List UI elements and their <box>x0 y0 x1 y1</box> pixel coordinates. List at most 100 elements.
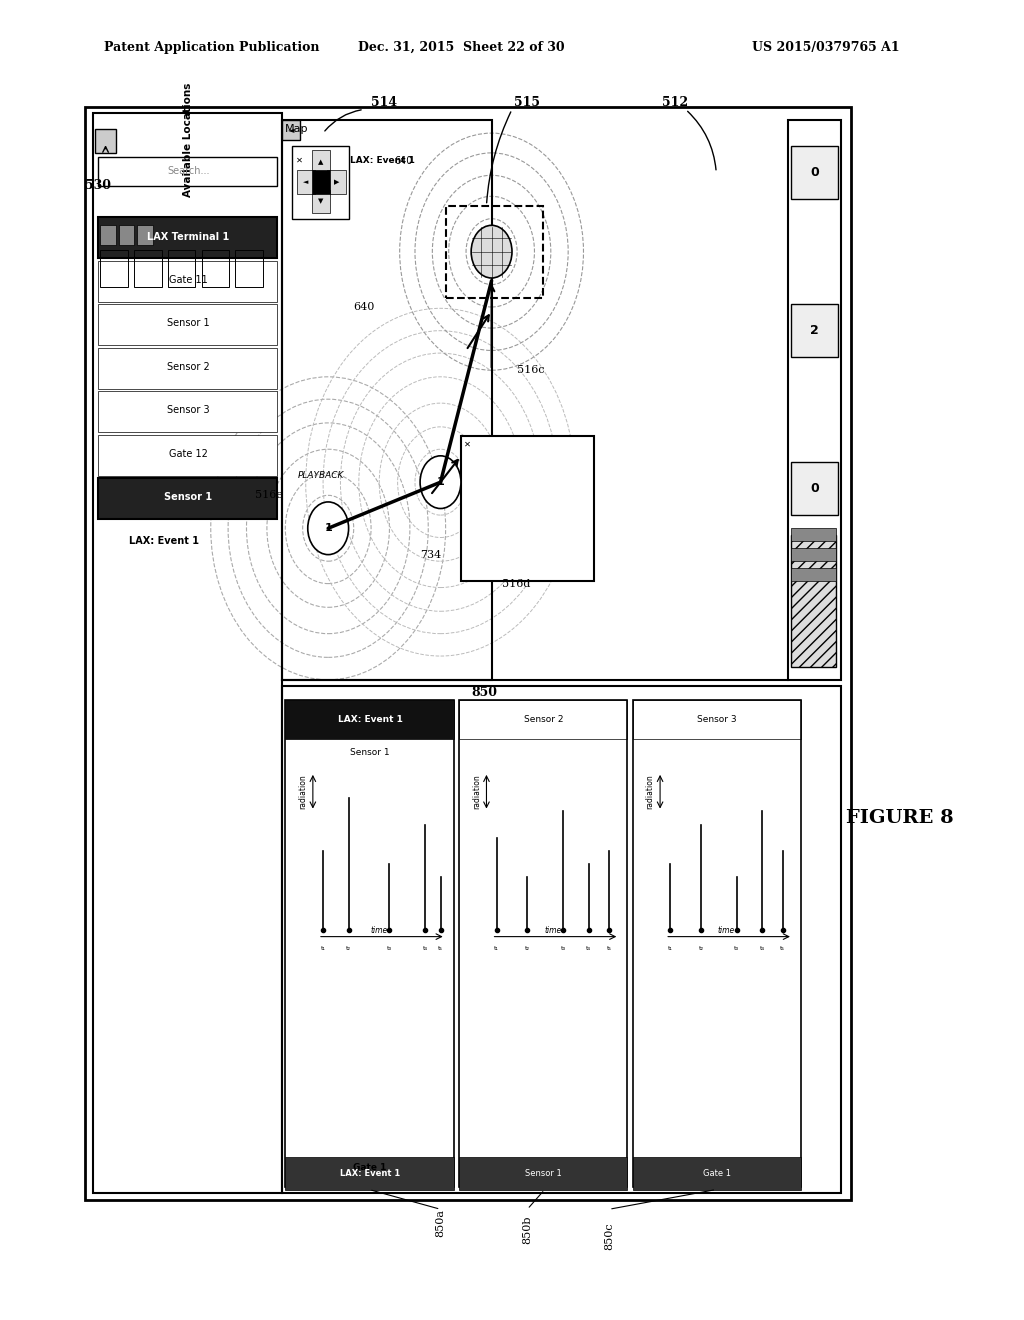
Text: t₂: t₂ <box>698 946 703 950</box>
Text: 850c: 850c <box>604 1222 614 1250</box>
Bar <box>286 700 454 739</box>
Bar <box>633 700 801 1187</box>
Bar <box>633 1156 801 1189</box>
Bar <box>168 251 196 288</box>
Text: t₃: t₃ <box>734 946 739 950</box>
Bar <box>791 305 838 356</box>
Text: PLAYBACK: PLAYBACK <box>298 471 344 480</box>
Bar <box>293 147 348 219</box>
Bar <box>236 251 263 288</box>
Circle shape <box>308 502 348 554</box>
Bar <box>459 1156 628 1189</box>
Text: 0: 0 <box>810 482 818 495</box>
Circle shape <box>471 226 512 279</box>
Text: 734: 734 <box>420 549 441 560</box>
Bar <box>98 478 278 519</box>
Text: Sensor 3: Sensor 3 <box>697 714 737 723</box>
Text: ◄: ◄ <box>288 125 294 135</box>
Text: LAX: Event 1: LAX: Event 1 <box>349 156 415 165</box>
Bar <box>297 170 315 194</box>
Bar <box>98 391 278 432</box>
Bar <box>787 120 841 680</box>
Text: Search...: Search... <box>167 166 210 177</box>
Text: Gate 1: Gate 1 <box>703 1170 731 1179</box>
Text: US 2015/0379765 A1: US 2015/0379765 A1 <box>753 41 900 54</box>
Text: Sensor 1: Sensor 1 <box>167 318 210 329</box>
Text: 640: 640 <box>394 156 413 165</box>
Bar <box>312 150 330 174</box>
Text: ▼: ▼ <box>318 198 324 205</box>
Text: t₅: t₅ <box>780 946 785 950</box>
Bar <box>286 700 454 1187</box>
Bar <box>791 535 836 667</box>
Text: t₁: t₁ <box>495 946 499 950</box>
Text: t₄: t₄ <box>586 946 591 950</box>
Bar <box>119 226 134 246</box>
Bar <box>459 700 628 739</box>
Text: ▲: ▲ <box>318 160 324 165</box>
Text: Sensor 1: Sensor 1 <box>350 747 390 756</box>
Text: 2: 2 <box>810 325 818 337</box>
Text: 516e: 516e <box>255 490 283 500</box>
Bar <box>461 436 594 581</box>
Text: time: time <box>544 925 561 935</box>
Bar <box>791 462 838 515</box>
Text: t₁: t₁ <box>668 946 673 950</box>
Text: t₂: t₂ <box>346 946 351 950</box>
Text: LAX Terminal 1: LAX Terminal 1 <box>147 231 229 242</box>
Bar <box>791 548 836 561</box>
Text: LAX: Event 1: LAX: Event 1 <box>340 1170 400 1179</box>
Text: Patent Application Publication: Patent Application Publication <box>103 41 319 54</box>
Text: 515: 515 <box>514 96 541 110</box>
Bar <box>100 251 128 288</box>
Bar <box>134 251 162 288</box>
Text: t₅: t₅ <box>438 946 443 950</box>
Text: 530: 530 <box>85 180 112 193</box>
Text: ◄: ◄ <box>303 178 308 185</box>
Text: Available Locations: Available Locations <box>183 83 194 197</box>
Bar <box>633 700 801 739</box>
Bar <box>283 120 492 680</box>
Bar <box>98 218 278 259</box>
Text: ✕: ✕ <box>464 440 471 449</box>
Text: 516d: 516d <box>502 578 530 589</box>
Text: 1: 1 <box>436 477 444 487</box>
Text: Sensor 2: Sensor 2 <box>167 362 210 372</box>
Bar <box>312 170 330 194</box>
Bar <box>459 700 628 1187</box>
Bar <box>98 347 278 388</box>
Text: LAX: Event 1: LAX: Event 1 <box>129 536 199 545</box>
Text: Dec. 31, 2015  Sheet 22 of 30: Dec. 31, 2015 Sheet 22 of 30 <box>357 41 564 54</box>
Bar <box>202 251 229 288</box>
Bar <box>98 157 278 186</box>
Bar <box>791 528 836 541</box>
Text: ✕: ✕ <box>296 156 302 165</box>
Bar <box>95 129 116 153</box>
Bar <box>286 1156 454 1189</box>
Bar <box>445 206 543 298</box>
Text: t₂: t₂ <box>525 946 529 950</box>
Text: radiation: radiation <box>298 775 307 809</box>
Text: FIGURE 8: FIGURE 8 <box>846 809 954 828</box>
Text: radiation: radiation <box>645 775 654 809</box>
Text: Gate 12: Gate 12 <box>169 449 208 459</box>
Text: LAX: Event 1: LAX: Event 1 <box>338 714 402 723</box>
Text: Sensor 1: Sensor 1 <box>164 492 212 503</box>
Text: 514: 514 <box>372 96 397 110</box>
Bar <box>791 147 838 199</box>
Text: t₄: t₄ <box>423 946 428 950</box>
Bar <box>98 261 278 302</box>
Bar <box>98 305 278 346</box>
Text: t₃: t₃ <box>560 946 565 950</box>
Text: 850a: 850a <box>435 1209 445 1237</box>
Text: Gate 1: Gate 1 <box>353 1163 387 1172</box>
Text: Gate 11: Gate 11 <box>169 275 208 285</box>
Text: 516c: 516c <box>517 366 545 375</box>
Bar <box>137 226 153 246</box>
Text: t₄: t₄ <box>760 946 765 950</box>
Bar <box>327 170 345 194</box>
Text: Sensor 3: Sensor 3 <box>167 405 210 416</box>
Text: time: time <box>718 925 735 935</box>
Text: ▶: ▶ <box>334 178 339 185</box>
Text: 512: 512 <box>663 96 688 110</box>
